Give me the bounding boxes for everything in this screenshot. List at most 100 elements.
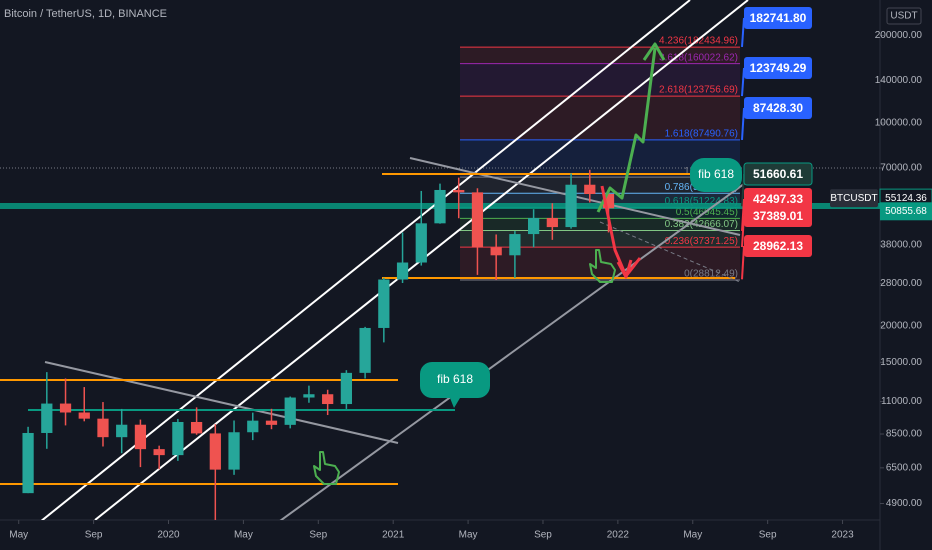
symbol-label: BTCUSDT [830, 193, 877, 204]
candle-body [565, 184, 577, 228]
x-tick-label: May [459, 530, 478, 541]
x-tick-label: Sep [534, 530, 552, 541]
candle-body [284, 397, 296, 425]
target-pointer [741, 215, 745, 248]
candle-body [265, 420, 278, 425]
y-tick-label: 140000.00 [875, 75, 923, 86]
candle-body [228, 432, 240, 470]
fib-label: 0.5(46945.45) [676, 207, 738, 218]
candle-body [153, 449, 165, 456]
candle-body [97, 418, 109, 438]
fib-label: 1.618(87490.76) [665, 128, 738, 139]
callout-bubble [690, 158, 742, 192]
fib-label: 3.618(160022.62) [659, 52, 738, 63]
dashed-line [599, 221, 741, 283]
x-tick-label: May [9, 530, 28, 541]
callout-text: fib 618 [698, 167, 734, 181]
candle-body [340, 372, 352, 405]
fib-label: 0.382(42666.07) [665, 219, 738, 230]
arrow-head [642, 42, 666, 61]
target-label: 182741.80 [750, 11, 807, 25]
candle-body [602, 194, 615, 209]
candle-body [247, 420, 259, 433]
symbol-tag [830, 189, 878, 208]
candle-body [172, 421, 184, 456]
x-tick-label: May [683, 530, 702, 541]
y-tick-label: 15000.00 [880, 357, 922, 368]
fib-label: 4.236(182434.96) [659, 36, 738, 47]
y-tick-label: 20000.00 [880, 321, 922, 332]
callout-text: fib 618 [437, 372, 473, 386]
bull-arrow [596, 47, 657, 213]
y-tick-label: 100000.00 [875, 118, 923, 129]
fib-label: 0.618(51224.83) [665, 196, 738, 207]
fib-band [460, 47, 740, 64]
candle-body [396, 262, 409, 280]
target-box [744, 188, 812, 210]
candle-body [584, 184, 596, 195]
price-targets: 182741.80 123749.29 87428.30 51660.61 42497.… [741, 7, 813, 280]
x-tick-label: 2020 [157, 530, 180, 541]
candle-body [509, 234, 521, 256]
chart-title: Bitcoin / TetherUS, 1D, BINANCE [4, 8, 167, 20]
x-tick-label: Sep [759, 530, 777, 541]
y-tick-label: 38000.00 [880, 240, 922, 251]
candle-body [190, 421, 203, 434]
target-label: 87428.30 [753, 101, 803, 115]
fib-label: 0(28812.49) [684, 269, 738, 280]
fib-band [460, 230, 740, 248]
channel-line [279, 164, 771, 520]
x-tick-label: Sep [85, 530, 103, 541]
arrows [313, 42, 666, 485]
fib-band [460, 177, 740, 194]
target-pointer [741, 107, 745, 140]
target-label: 28962.13 [753, 239, 803, 253]
price-line-label: 50855.68 [885, 206, 927, 217]
target-box [744, 235, 812, 257]
y-tick-label: 11000.00 [881, 396, 922, 407]
x-tick-label: 2022 [607, 530, 630, 541]
candle-body [209, 433, 221, 470]
unit-box [886, 7, 922, 25]
candle-body [359, 327, 371, 373]
fib-label: 0.236(37371.25) [665, 236, 738, 247]
target-box [744, 7, 812, 29]
candle-body [59, 403, 72, 413]
last-price-label: 55124.36 [885, 193, 927, 204]
candle-body [116, 424, 128, 438]
target-box [744, 205, 812, 227]
price-line-tag [880, 202, 932, 221]
callout-bubble [420, 362, 490, 408]
hand-icon [313, 451, 340, 485]
y-tick-label: 8500.00 [886, 429, 923, 440]
candle-body [378, 279, 390, 328]
candle-body [22, 432, 34, 494]
target-label: 51660.61 [753, 167, 803, 181]
axes: 4900.00 6500.00 8500.00 11000.00 15000.00 200… [9, 30, 932, 541]
candle-body [41, 403, 53, 433]
target-pointer [741, 198, 745, 232]
y-tick-label: 4900.00 [886, 498, 923, 509]
candle-body [322, 394, 334, 405]
candle-body [434, 189, 446, 224]
target-pointer [741, 245, 745, 280]
target-box [744, 97, 812, 119]
target-label: 123749.29 [750, 61, 807, 75]
x-tick-label: 2021 [382, 530, 405, 541]
candle-body [78, 412, 90, 419]
callout: fib 618 fib 618 [420, 158, 742, 408]
target-label: 42497.33 [753, 192, 803, 206]
y-unit: USDT [890, 11, 917, 22]
candle-body [134, 424, 147, 450]
arrow-head [616, 259, 633, 279]
candle-body [453, 189, 465, 193]
y-tick-label: 200000.00 [875, 30, 923, 41]
bear-arrow [624, 257, 642, 277]
fib-band [460, 63, 740, 97]
x-tick-label: 2023 [831, 530, 854, 541]
y-tick-label: 28000.00 [880, 278, 922, 289]
candle-body [490, 247, 502, 256]
candle-body [415, 223, 427, 263]
